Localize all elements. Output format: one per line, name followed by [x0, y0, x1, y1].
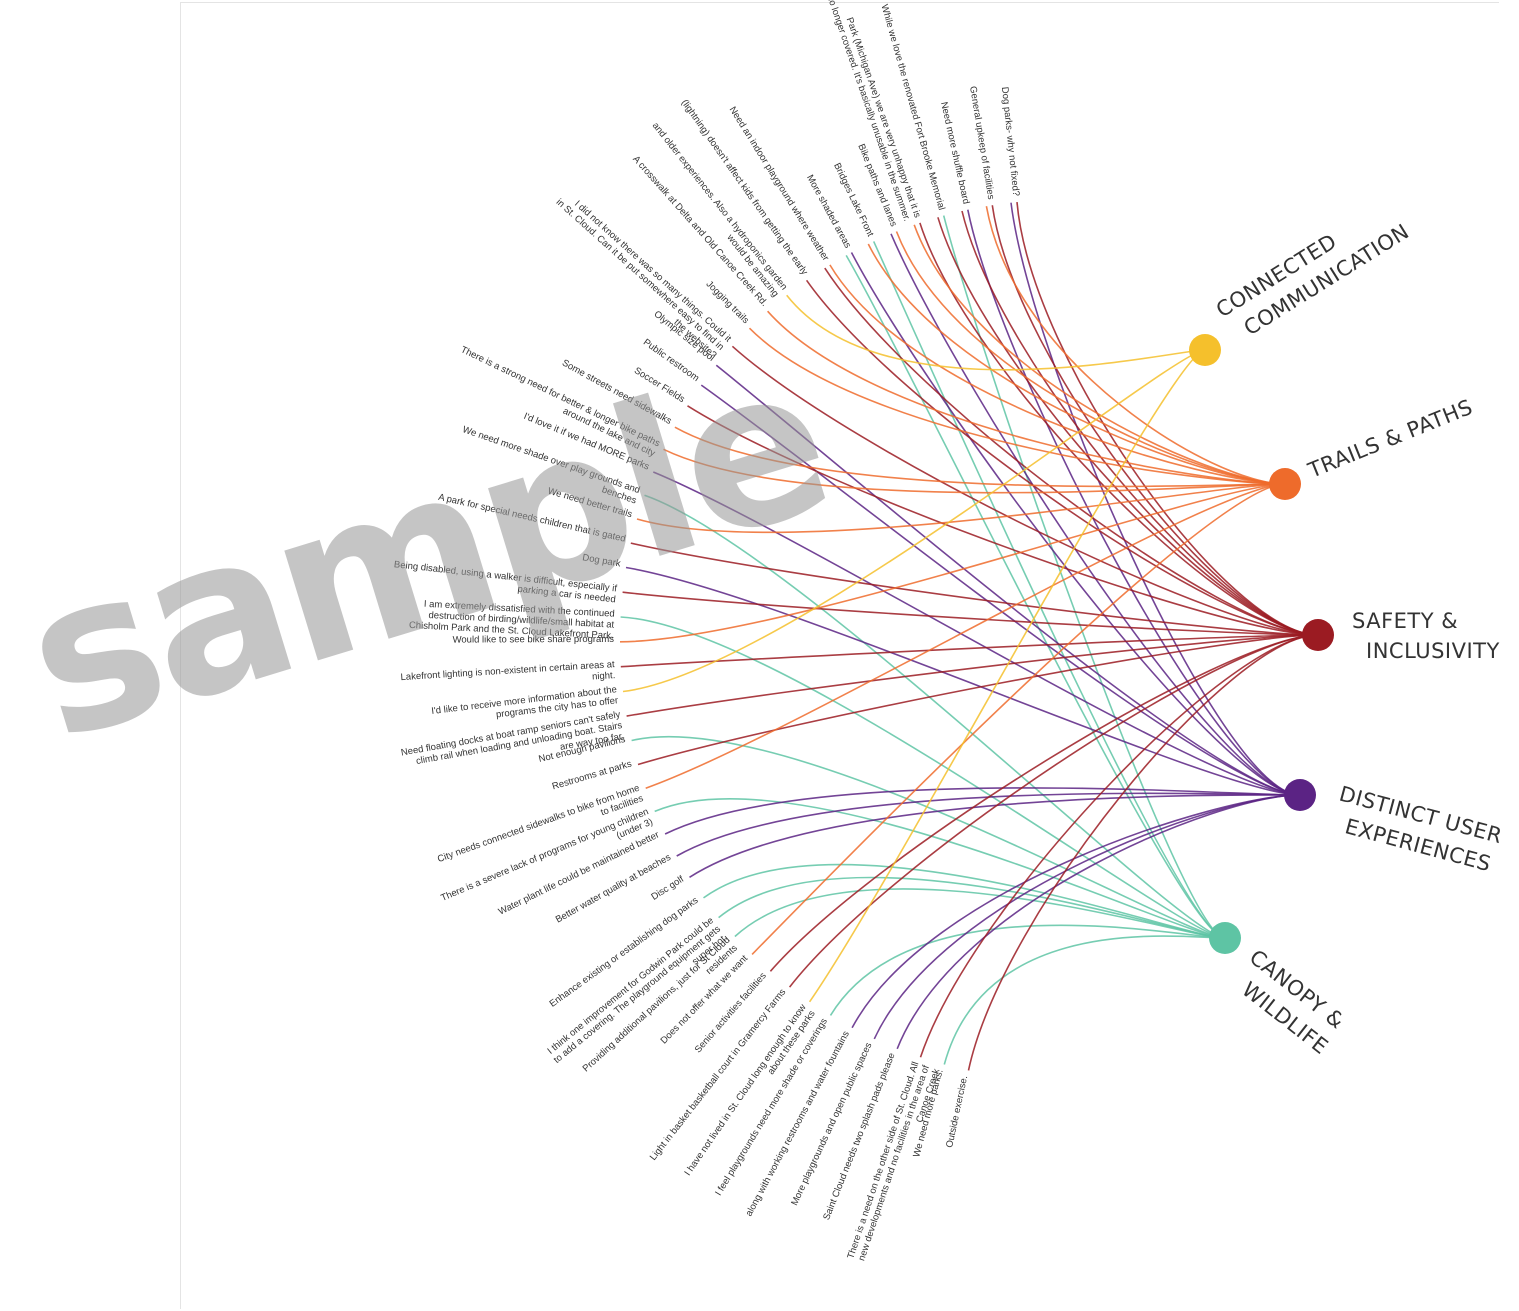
- diagram-frame: [180, 2, 1499, 1309]
- comment-label: Restrooms at parks: [551, 758, 633, 792]
- theme-label-safety: SAFETY & INCLUSIVITY: [1352, 609, 1500, 663]
- link-canopy: [942, 215, 1226, 939]
- comment-label: Outside exercise.: [944, 1075, 970, 1149]
- link-trails: [751, 483, 1286, 955]
- link-distinct: [700, 384, 1301, 796]
- theme-node-trails: [1269, 468, 1301, 500]
- link-distinct: [896, 794, 1301, 1050]
- comment-label: Disc golf: [649, 874, 686, 903]
- link-safety: [731, 345, 1319, 636]
- link-safety: [788, 634, 1319, 988]
- link-safety: [626, 634, 1319, 717]
- link-distinct: [652, 471, 1301, 796]
- link-distinct: [851, 794, 1301, 1029]
- link-safety: [961, 210, 1319, 636]
- comment-label: Dog parks- why not fixed?: [999, 86, 1021, 196]
- comment-label: Senior activities facilities: [693, 970, 769, 1055]
- theme-nodes: CONNECTEDCOMMUNICATION TRAILS & PATHS SAFE…: [1189, 194, 1505, 1059]
- link-canopy: [829, 924, 1226, 1016]
- link-safety: [630, 542, 1319, 636]
- link-canopy: [734, 888, 1226, 939]
- link-safety: [1016, 202, 1319, 636]
- link-layer: [619, 202, 1319, 1071]
- link-connected: [808, 349, 1206, 1003]
- comment-labels: Dog parks- why not fixed?General upkeep …: [393, 0, 1021, 1262]
- link-distinct: [689, 794, 1301, 878]
- link-trails: [619, 483, 1286, 643]
- link-distinct: [850, 252, 1301, 796]
- link-connected: [622, 349, 1206, 693]
- theme-label-trails: TRAILS & PATHS: [1304, 395, 1476, 483]
- link-canopy: [845, 255, 1226, 939]
- comment-label: I did not know there was so many things.…: [546, 189, 733, 362]
- link-safety: [919, 634, 1319, 1058]
- link-distinct: [890, 233, 1301, 796]
- theme-label-canopy: CANOPY &WILDLIFE: [1226, 945, 1351, 1059]
- link-canopy: [644, 494, 1226, 939]
- link-canopy: [703, 863, 1226, 939]
- comment-label: General upkeep of facilities: [967, 85, 996, 200]
- theme-node-canopy: [1209, 922, 1241, 954]
- link-canopy: [654, 798, 1226, 939]
- link-canopy: [631, 735, 1226, 939]
- theme-label-connected: CONNECTEDCOMMUNICATION: [1212, 194, 1414, 348]
- link-distinct: [676, 792, 1301, 857]
- link-safety: [824, 267, 1319, 636]
- link-trails: [829, 264, 1286, 485]
- comment-label: Need more shuffle board: [938, 101, 971, 205]
- link-trails: [748, 327, 1286, 485]
- link-canopy: [620, 616, 1226, 939]
- link-trails: [645, 483, 1286, 789]
- link-connected: [786, 294, 1206, 371]
- link-trails: [867, 243, 1286, 485]
- theme-label-distinct: DISTINCT USEREXPERIENCES: [1329, 782, 1505, 878]
- link-safety: [637, 634, 1319, 766]
- theme-node-distinct: [1284, 779, 1316, 811]
- link-trails: [663, 448, 1286, 494]
- link-canopy: [943, 935, 1226, 1065]
- link-distinct: [1010, 202, 1301, 796]
- theme-node-safety: [1302, 619, 1334, 651]
- link-trails: [636, 483, 1286, 534]
- link-safety: [805, 279, 1319, 636]
- link-safety: [967, 634, 1319, 1071]
- theme-node-connected: [1189, 334, 1221, 366]
- comment-label: Would like to see bike share programs: [453, 634, 615, 646]
- link-distinct: [715, 364, 1301, 796]
- link-trails: [985, 206, 1286, 485]
- link-safety: [622, 591, 1319, 636]
- link-safety: [991, 205, 1319, 636]
- comment-label: Dog park: [582, 552, 622, 569]
- link-safety: [620, 634, 1319, 668]
